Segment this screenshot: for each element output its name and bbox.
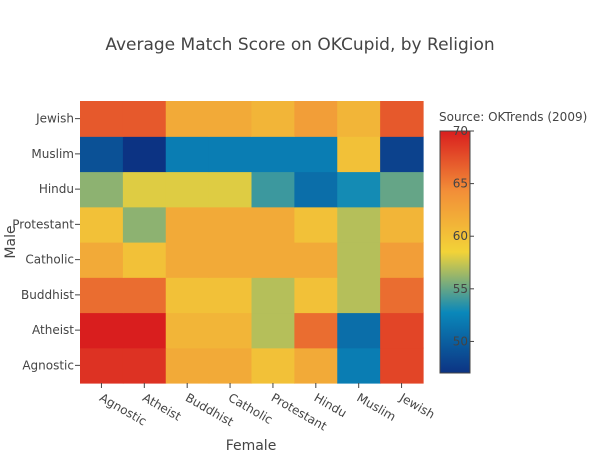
x-tick-label: Agnostic: [97, 391, 149, 429]
heatmap-cell-agnostic-muslim: [337, 347, 381, 384]
colorbar-tick-label: 50: [453, 334, 468, 348]
heatmap-cell-hindu-muslim: [337, 171, 381, 208]
heatmap-cell-atheist-buddhist: [165, 312, 210, 349]
heatmap-cell-hindu-hindu: [294, 171, 338, 208]
heatmap-cell-catholic-jewish: [380, 242, 424, 278]
heatmap-cell-atheist-catholic: [208, 312, 253, 349]
x-axis-title: Female: [226, 438, 277, 454]
heatmap-cell-protestant-jewish: [380, 206, 424, 243]
x-tick-label: Jewish: [396, 390, 437, 422]
colorbar-title: Source: OKTrends (2009): [439, 110, 587, 124]
heatmap-cell-agnostic-protestant: [251, 347, 295, 384]
heatmap-cell-catholic-hindu: [294, 242, 338, 278]
heatmap-cell-muslim-agnostic: [80, 136, 124, 173]
heatmap-cell-agnostic-hindu: [294, 347, 338, 384]
colorbar-tick-label: 70: [453, 124, 468, 138]
heatmap-cell-atheist-atheist: [122, 312, 167, 349]
heatmap-cell-muslim-protestant: [251, 136, 295, 173]
heatmap-cell-protestant-catholic: [208, 206, 253, 243]
heatmap-cell-buddhist-atheist: [122, 277, 167, 314]
heatmap-cell-buddhist-agnostic: [80, 277, 124, 314]
y-tick-label: Jewish: [35, 112, 74, 126]
heatmap-cell-protestant-protestant: [251, 206, 295, 243]
chart-title: Average Match Score on OKCupid, by Relig…: [105, 35, 494, 55]
heatmap-cell-jewish-buddhist: [165, 101, 210, 137]
colorbar-ticks: 50 55 60 65 70: [453, 124, 474, 348]
heatmap-cell-atheist-protestant: [251, 312, 295, 349]
heatmap-cell-atheist-hindu: [294, 312, 338, 349]
heatmap-cell-muslim-muslim: [337, 136, 381, 173]
heatmap-cell-atheist-muslim: [337, 312, 381, 349]
y-tick-label: Hindu: [39, 182, 74, 196]
heatmap-cell-buddhist-protestant: [251, 277, 295, 314]
heatmap-cell-protestant-buddhist: [165, 206, 210, 243]
y-tick-label: Agnostic: [22, 358, 74, 372]
heatmap-cell-atheist-jewish: [380, 312, 424, 349]
heatmap-cell-hindu-buddhist: [165, 171, 210, 208]
y-tick-label: Catholic: [25, 253, 74, 267]
x-tick-label: Buddhist: [183, 391, 236, 430]
heatmap-cell-catholic-buddhist: [165, 242, 210, 278]
heatmap-cell-catholic-atheist: [122, 242, 167, 278]
y-axis-title: Male: [3, 225, 19, 258]
heatmap-cell-protestant-hindu: [294, 206, 338, 243]
heatmap-cell-hindu-protestant: [251, 171, 295, 208]
heatmap-cell-jewish-agnostic: [80, 101, 124, 137]
heatmap-cell-protestant-agnostic: [80, 206, 124, 243]
heatmap-cell-jewish-atheist: [122, 101, 167, 137]
colorbar-tick-label: 65: [453, 177, 468, 191]
heatmap-cell-buddhist-jewish: [380, 277, 424, 314]
heatmap-cell-agnostic-atheist: [122, 347, 167, 384]
heatmap-cell-hindu-agnostic: [80, 171, 124, 208]
heatmap-cells: [80, 101, 424, 384]
heatmap-cell-protestant-muslim: [337, 206, 381, 243]
heatmap-cell-muslim-hindu: [294, 136, 338, 173]
heatmap-cell-hindu-jewish: [380, 171, 424, 208]
y-tick-label: Atheist: [32, 323, 74, 337]
heatmap-cell-jewish-protestant: [251, 101, 295, 137]
heatmap-cell-agnostic-catholic: [208, 347, 253, 384]
heatmap-cell-jewish-jewish: [380, 101, 424, 137]
heatmap-cell-buddhist-muslim: [337, 277, 381, 314]
heatmap-cell-protestant-atheist: [122, 206, 167, 243]
heatmap-cell-muslim-buddhist: [165, 136, 210, 173]
heatmap-cell-catholic-agnostic: [80, 242, 124, 278]
y-tick-label: Buddhist: [21, 288, 74, 302]
colorbar: [439, 130, 471, 374]
heatmap-cell-catholic-muslim: [337, 242, 381, 278]
heatmap-cell-muslim-atheist: [122, 136, 167, 173]
heatmap-cell-jewish-catholic: [208, 101, 253, 137]
heatmap-cell-agnostic-jewish: [380, 347, 424, 384]
y-tick-label: Muslim: [31, 147, 74, 161]
heatmap-cell-catholic-protestant: [251, 242, 295, 278]
heatmap-cell-buddhist-buddhist: [165, 277, 210, 314]
colorbar-tick-label: 60: [453, 229, 468, 243]
heatmap-cell-muslim-catholic: [208, 136, 253, 173]
heatmap-cell-atheist-agnostic: [80, 312, 124, 349]
heatmap-cell-buddhist-hindu: [294, 277, 338, 314]
x-tick-label: Muslim: [354, 391, 398, 424]
heatmap-cell-agnostic-agnostic: [80, 347, 124, 384]
heatmap-cell-jewish-hindu: [294, 101, 338, 137]
heatmap-cell-jewish-muslim: [337, 101, 381, 137]
colorbar-tick-label: 55: [453, 282, 468, 296]
heatmap-cell-muslim-jewish: [380, 136, 424, 173]
y-tick-label: Protestant: [12, 217, 74, 231]
heatmap-cell-catholic-catholic: [208, 242, 253, 278]
heatmap-cell-hindu-atheist: [122, 171, 167, 208]
heatmap-cell-buddhist-catholic: [208, 277, 253, 314]
heatmap-cell-hindu-catholic: [208, 171, 253, 208]
heatmap-cell-agnostic-buddhist: [165, 347, 210, 384]
y-axis: Agnostic Atheist Buddhist Catholic Protestan…: [12, 112, 80, 372]
